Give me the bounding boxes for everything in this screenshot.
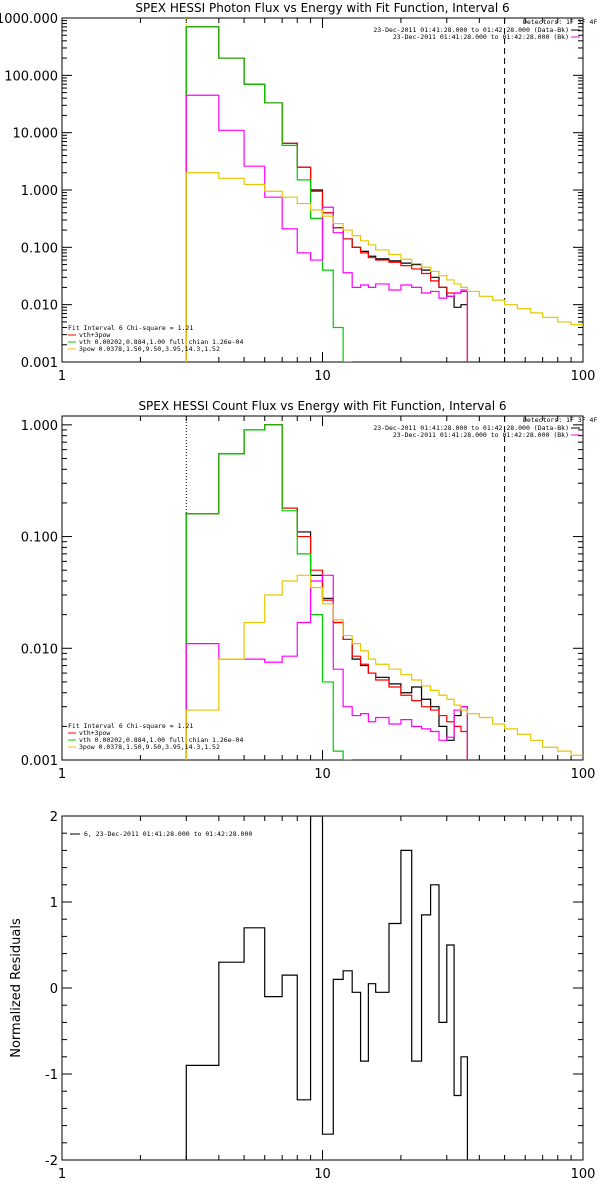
legend-left-entry: vth 0.00202,0.884,1.00 full chian 1.26e-… (79, 338, 243, 346)
series-line-4 (185, 172, 583, 362)
series-line-3 (185, 574, 469, 760)
series-line-2 (185, 26, 353, 362)
legend-left-entry: 3pow 0.0378,1.50,9.50,3.95,14.3,1.52 (79, 345, 220, 353)
series-group (185, 424, 583, 760)
series-line-1 (185, 424, 469, 760)
panel-photon-flux: SPEX HESSI Photon Flux vs Energy with Fi… (0, 1, 600, 384)
x-tick-label: 1 (58, 1167, 66, 1182)
legend-right-entry: 23-Dec-2011 01:41:28.000 to 01:42:28.000… (393, 33, 569, 41)
x-tick-label: 10 (314, 369, 331, 384)
y-tick-label: 0.010 (21, 299, 58, 314)
y-tick-label: 10.000 (13, 127, 59, 142)
series-line-3 (185, 94, 469, 362)
y-tick-label: 0.100 (21, 241, 58, 256)
panel-count-flux: SPEX HESSI Count Flux vs Energy with Fit… (21, 399, 600, 782)
y-tick-label: 0.001 (21, 356, 58, 371)
legend-left-entry: vth+3pow (79, 331, 110, 339)
legend-left-entry: 3pow 0.0378,1.50,9.50,3.95,14.3,1.52 (79, 743, 220, 751)
x-tick-label: 1 (58, 369, 66, 384)
chart-title-photon: SPEX HESSI Photon Flux vs Energy with Fi… (135, 1, 509, 15)
x-tick-label: 100 (571, 767, 596, 782)
series-line-2 (185, 424, 353, 760)
y-tick-label: 1 (50, 896, 58, 911)
y-tick-label: -1 (45, 1068, 58, 1083)
legend-right-entry: 23-Dec-2011 01:41:28.000 to 01:42:28.000… (393, 431, 569, 439)
y-tick-label: 0.001 (21, 754, 58, 769)
x-tick-label: 10 (314, 1167, 331, 1182)
y-tick-label: 1000.000 (0, 12, 58, 27)
legend-right-header: Detectors: 1F 3F 4F 8F (523, 416, 600, 424)
legend-entry: 6, 23-Dec-2011 01:41:28.000 to 01:42:28.… (84, 830, 252, 838)
series-line-1 (185, 26, 469, 362)
series-line-0 (185, 816, 469, 1160)
legend-left-entry: vth+3pow (79, 729, 110, 737)
y-tick-label: 100.000 (4, 69, 58, 84)
y-tick-label: -2 (45, 1154, 58, 1169)
chart-title-count: SPEX HESSI Count Flux vs Energy with Fit… (138, 399, 506, 413)
x-tick-label: 10 (314, 767, 331, 782)
y-tick-label: 1.000 (21, 184, 58, 199)
x-tick-label: 100 (571, 1167, 596, 1182)
legend-right-entry: 23-Dec-2011 01:41:28.000 to 01:42:28.000… (373, 26, 569, 34)
legend-right-header: Detectors: 1F 3F 4F 8F (523, 18, 600, 26)
legend-left-entry: vth 0.00202,0.884,1.00 full chian 1.26e-… (79, 736, 243, 744)
series-line-0 (185, 424, 469, 760)
y-axis-label-residuals: Normalized Residuals (9, 918, 24, 1058)
y-tick-label: 1.000 (21, 419, 58, 434)
y-tick-label: 2 (50, 810, 58, 825)
y-tick-label: 0.100 (21, 531, 58, 546)
y-tick-label: 0 (50, 982, 58, 997)
legend-left-header: Fit Interval 6 Chi-square = 1.21 (68, 324, 193, 332)
series-group (185, 26, 583, 362)
series-group (185, 816, 469, 1160)
legend-right-entry: 23-Dec-2011 01:41:28.000 to 01:42:28.000… (373, 424, 569, 432)
y-tick-label: 0.010 (21, 642, 58, 657)
series-line-4 (185, 574, 583, 760)
x-tick-label: 1 (58, 767, 66, 782)
legend-left-header: Fit Interval 6 Chi-square = 1.21 (68, 722, 193, 730)
series-line-0 (185, 26, 469, 362)
x-tick-label: 100 (571, 369, 596, 384)
